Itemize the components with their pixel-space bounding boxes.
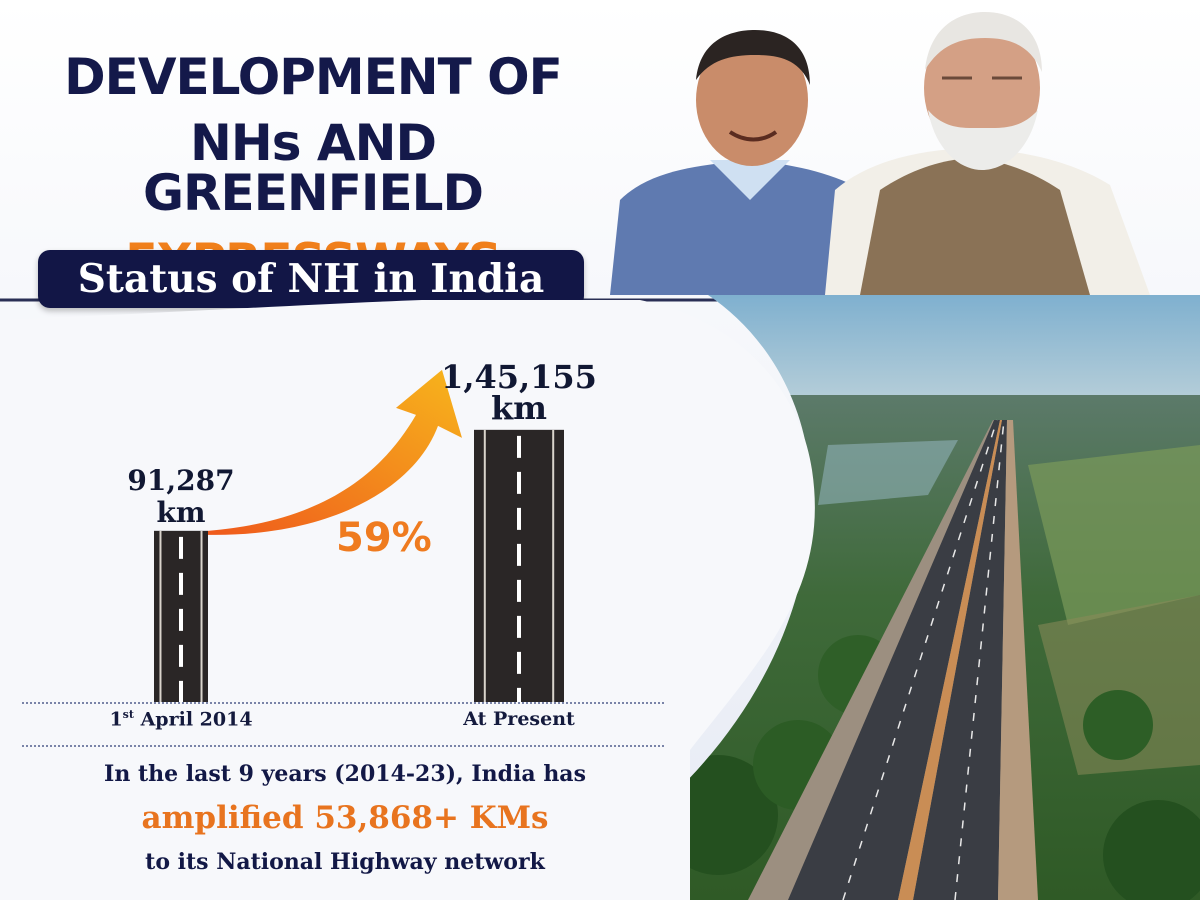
leaders-portraits <box>610 12 1150 295</box>
axis-divider <box>22 702 664 704</box>
right-person-jacket <box>860 158 1090 295</box>
category-2014: 1st April 2014 <box>109 708 253 731</box>
value-label-2014: 91,287 km <box>121 463 241 529</box>
left-person-vest <box>610 160 880 295</box>
highway-aerial-photo <box>598 295 1200 900</box>
category-2014-sup: st <box>122 708 134 721</box>
value-label-present: 1,45,155 km <box>419 357 619 427</box>
title-line-1: DEVELOPMENT OF <box>64 48 563 106</box>
nh-length-chart: 91,287 km 1,45,155 km 59% 1st April 2014… <box>0 300 820 900</box>
value-2014: 91,287 <box>127 463 235 497</box>
road-bar-1 <box>474 429 564 702</box>
growth-arrow-icon <box>208 369 462 535</box>
unit-present: km <box>490 388 548 427</box>
category-present: At Present <box>463 708 575 730</box>
footer-highlight: amplified 53,868+ KMs <box>141 800 549 836</box>
value-present: 1,45,155 <box>441 357 597 396</box>
footer-divider <box>22 745 664 747</box>
title-line-2: NHs AND GREENFIELD <box>143 114 484 222</box>
chart-svg <box>0 300 815 900</box>
growth-percent: 59% <box>336 515 432 561</box>
subtitle-banner: Status of NH in India <box>38 250 584 308</box>
footer-line-1: In the last 9 years (2014-23), India has <box>104 761 586 787</box>
left-person-face <box>696 34 808 166</box>
road-bar-0 <box>154 530 208 702</box>
unit-2014: km <box>156 495 206 529</box>
footer-line-3: to its National Highway network <box>145 849 545 875</box>
right-person-face <box>924 18 1040 158</box>
